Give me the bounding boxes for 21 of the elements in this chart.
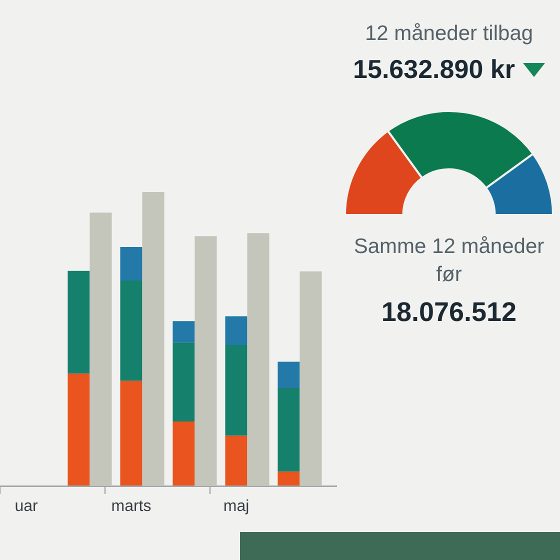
x-tick-label: uar bbox=[14, 498, 38, 516]
bar bbox=[300, 271, 322, 486]
text: før bbox=[435, 263, 463, 287]
bar bbox=[120, 247, 142, 280]
x-tick-label: maj bbox=[223, 498, 250, 516]
bar bbox=[90, 212, 112, 486]
bar bbox=[194, 236, 217, 486]
bar bbox=[225, 316, 248, 345]
bar bbox=[278, 472, 300, 486]
bar bbox=[172, 421, 195, 486]
x-tick-label: marts bbox=[111, 498, 152, 516]
bar bbox=[172, 342, 195, 422]
bar bbox=[225, 436, 248, 486]
text: Samme 12 måneder bbox=[352, 235, 546, 259]
bar bbox=[278, 362, 300, 388]
bar bbox=[172, 321, 195, 343]
bar bbox=[142, 192, 164, 486]
bar bbox=[247, 233, 270, 486]
chart-subtitle: 15.632.890 kr bbox=[353, 54, 515, 85]
text: 18.076.512 bbox=[380, 297, 518, 328]
chart-title: 12 måneder tilbag bbox=[364, 22, 534, 46]
